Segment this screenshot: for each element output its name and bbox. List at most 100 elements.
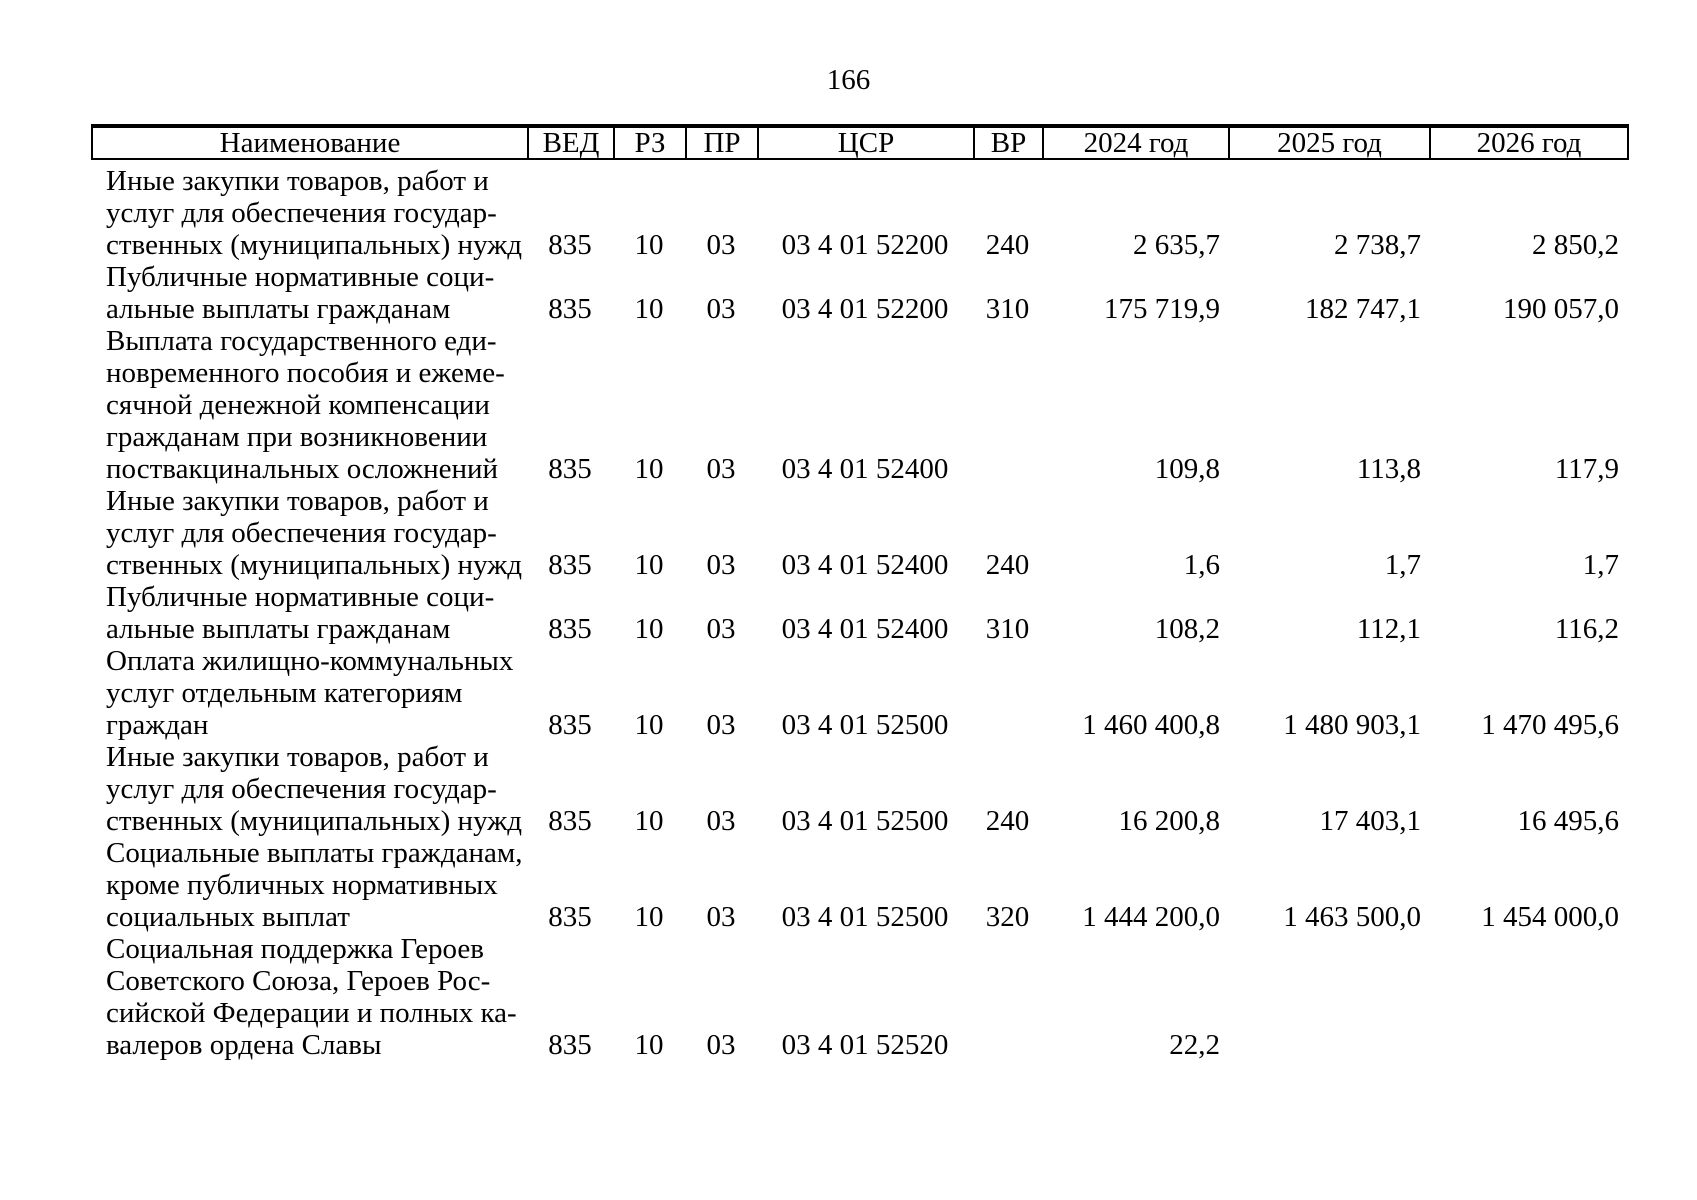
row-name-line: Иные закупки товаров, работ и [106, 485, 489, 517]
row-name-line: альные выплаты гражданам [106, 613, 451, 645]
cell-amount-2026: 1,7 [1582, 549, 1619, 581]
cell-amount-2024: 2 635,7 [1133, 229, 1220, 261]
header-cell-rz: РЗ [613, 128, 685, 158]
cell-pr: 03 [706, 453, 736, 485]
cell-csr: 03 4 01 52200 [781, 229, 949, 261]
cell-amount-2026: 1 470 495,6 [1481, 709, 1619, 741]
cell-ved: 835 [548, 709, 592, 741]
cell-ved: 835 [548, 229, 592, 261]
cell-amount-2025: 1 463 500,0 [1283, 901, 1421, 933]
row-name: Социальные выплаты гражданам, кроме публи… [93, 837, 527, 933]
row-name-line: социальных выплат [106, 901, 350, 933]
table-row: Социальная поддержка Героев Советского Со… [93, 933, 1627, 1061]
header-cell-name: Наименование [219, 127, 401, 159]
cell-rz: 10 [634, 1029, 664, 1061]
cell-amount-2026: 190 057,0 [1503, 293, 1619, 325]
cell-amount-2024: 16 200,8 [1118, 805, 1221, 837]
table-row: Иные закупки товаров, работ и услуг для о… [93, 485, 1627, 581]
cell-vr: 320 [985, 901, 1030, 933]
cell-ved: 835 [548, 613, 592, 645]
row-name-line: ственных (муниципальных) нужд [106, 549, 522, 581]
row-name: Иные закупки товаров, работ и услуг для о… [93, 741, 527, 837]
row-name-line: Иные закупки товаров, работ и [106, 165, 489, 197]
row-name: Публичные нормативные соци-альные выплат… [93, 261, 527, 325]
table-row: Иные закупки товаров, работ и услуг для о… [93, 741, 1627, 837]
cell-pr: 03 [706, 1029, 736, 1061]
cell-amount-2024: 1 460 400,8 [1082, 709, 1220, 741]
cell-amount-2025: 112,1 [1356, 613, 1421, 645]
cell-csr: 03 4 01 52500 [781, 805, 949, 837]
cell-pr: 03 [706, 709, 736, 741]
cell-rz: 10 [634, 709, 664, 741]
row-name: Оплата жилищно-коммунальных услуг отдельн… [93, 645, 527, 741]
row-name-line: услуг для обеспечения государ- [106, 773, 497, 805]
row-name-line: Публичные нормативные соци- [106, 581, 495, 613]
row-name-line: поствакцинальных осложнений [106, 453, 499, 485]
cell-pr: 03 [706, 549, 736, 581]
table-row: Выплата государственного еди-новременног… [93, 325, 1627, 485]
table-body: Иные закупки товаров, работ и услуг для о… [93, 160, 1627, 1061]
row-name-line: гражданам при возникновении [106, 421, 488, 453]
cell-ved: 835 [548, 293, 592, 325]
cell-amount-2025: 1,7 [1384, 549, 1421, 581]
row-name-line: Социальная поддержка Героев [106, 933, 484, 965]
cell-csr: 03 4 01 52200 [781, 293, 949, 325]
row-name-line: альные выплаты гражданам [106, 293, 451, 325]
cell-ved: 835 [548, 805, 592, 837]
cell-csr: 03 4 01 52400 [781, 613, 949, 645]
row-name-line: валеров ордена Славы [106, 1029, 382, 1061]
row-name-line: Выплата государственного еди- [106, 325, 497, 357]
table-row: Иные закупки товаров, работ и услуг для о… [93, 165, 1627, 261]
cell-vr: 240 [985, 229, 1030, 261]
cell-vr: 240 [985, 805, 1030, 837]
table-header-row: Наименование ВЕД РЗ ПР ЦСР ВР 2024 год 2… [91, 124, 1629, 160]
cell-rz: 10 [634, 805, 664, 837]
table-row: Публичные нормативные соци-альные выплат… [93, 581, 1627, 645]
cell-amount-2024: 175 719,9 [1104, 293, 1220, 325]
cell-amount-2024: 22,2 [1169, 1029, 1220, 1061]
cell-csr: 03 4 01 52500 [781, 709, 949, 741]
cell-ved: 835 [548, 901, 592, 933]
cell-rz: 10 [634, 293, 664, 325]
cell-vr: 240 [985, 549, 1030, 581]
row-name-line: сячной денежной компенсации [106, 389, 490, 421]
cell-amount-2024: 108,2 [1154, 613, 1220, 645]
cell-csr: 03 4 01 52500 [781, 901, 949, 933]
cell-amount-2025: 113,8 [1356, 453, 1421, 485]
cell-amount-2024: 1,6 [1183, 549, 1220, 581]
row-name: Выплата государственного еди-новременног… [93, 325, 527, 485]
cell-csr: 03 4 01 52400 [781, 453, 949, 485]
cell-ved: 835 [548, 549, 592, 581]
row-name-line: кроме публичных нормативных [106, 869, 498, 901]
header-cell-2026: 2026 год [1429, 128, 1627, 158]
cell-pr: 03 [706, 613, 736, 645]
table-row: Оплата жилищно-коммунальных услуг отдельн… [93, 645, 1627, 741]
cell-rz: 10 [634, 453, 664, 485]
cell-vr: 310 [985, 613, 1030, 645]
page-number: 166 [826, 64, 871, 96]
cell-pr: 03 [706, 901, 736, 933]
row-name-line: Публичные нормативные соци- [106, 261, 495, 293]
header-cell-ved: ВЕД [527, 128, 613, 158]
row-name: Публичные нормативные соци-альные выплат… [93, 581, 527, 645]
row-name-line: услуг для обеспечения государ- [106, 517, 497, 549]
row-name: Иные закупки товаров, работ и услуг для о… [93, 485, 527, 581]
table-row: Социальные выплаты гражданам, кроме публи… [93, 837, 1627, 933]
row-name-line: Социальные выплаты гражданам, [106, 837, 523, 869]
cell-amount-2026: 2 850,2 [1532, 229, 1619, 261]
cell-ved: 835 [548, 453, 592, 485]
cell-csr: 03 4 01 52400 [781, 549, 949, 581]
cell-amount-2025: 182 747,1 [1305, 293, 1421, 325]
cell-amount-2025: 1 480 903,1 [1283, 709, 1421, 741]
cell-amount-2025: 17 403,1 [1319, 805, 1422, 837]
cell-vr: 310 [985, 293, 1030, 325]
cell-amount-2026: 1 454 000,0 [1481, 901, 1619, 933]
row-name-line: Иные закупки товаров, работ и [106, 741, 489, 773]
cell-ved: 835 [548, 1029, 592, 1061]
cell-amount-2026: 16 495,6 [1517, 805, 1620, 837]
row-name: Социальная поддержка Героев Советского Со… [93, 933, 527, 1061]
row-name-line: Оплата жилищно-коммунальных [106, 645, 514, 677]
header-cell-2025: 2025 год [1228, 128, 1429, 158]
cell-amount-2024: 1 444 200,0 [1082, 901, 1220, 933]
